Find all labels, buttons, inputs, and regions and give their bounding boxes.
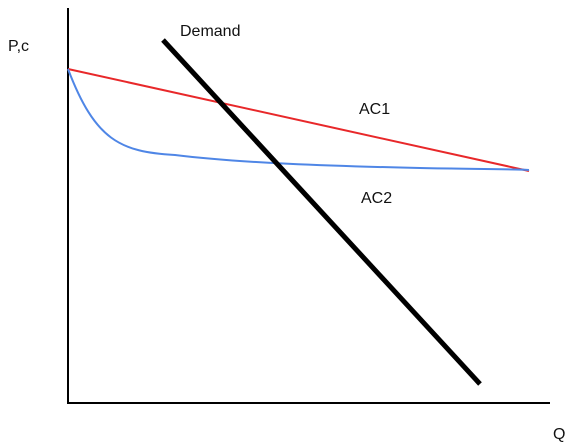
ac1-curve	[67, 68, 530, 172]
x-axis-label: Q	[553, 426, 565, 443]
ac2-curve	[67, 68, 530, 171]
y-axis-label: P,c	[8, 38, 29, 55]
demand-curve	[161, 38, 482, 386]
demand-label: Demand	[180, 23, 240, 40]
ac1-label: AC1	[359, 101, 390, 118]
ac2-label: AC2	[361, 190, 392, 207]
